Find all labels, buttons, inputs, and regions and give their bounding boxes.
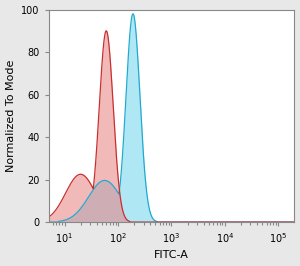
Y-axis label: Normalized To Mode: Normalized To Mode: [6, 60, 16, 172]
X-axis label: FITC-A: FITC-A: [154, 251, 189, 260]
